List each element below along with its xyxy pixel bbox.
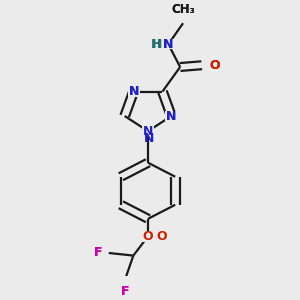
Text: F: F	[121, 285, 130, 298]
Text: F: F	[93, 247, 102, 260]
Text: O: O	[143, 230, 153, 243]
Text: F: F	[121, 284, 130, 298]
Text: N: N	[166, 110, 177, 122]
Bar	[166, 111, 177, 121]
Bar	[142, 231, 154, 242]
Text: H: H	[152, 38, 163, 51]
Text: H: H	[151, 38, 161, 51]
Bar	[128, 86, 140, 97]
Text: N: N	[128, 85, 139, 98]
Text: N: N	[144, 132, 154, 145]
Text: F: F	[93, 247, 102, 260]
Text: CH₃: CH₃	[171, 3, 195, 16]
Text: CH₃: CH₃	[171, 3, 195, 16]
Bar	[142, 126, 154, 136]
Text: N: N	[166, 110, 177, 122]
Text: N: N	[143, 125, 153, 138]
Text: N: N	[128, 85, 139, 98]
Text: O: O	[157, 230, 167, 243]
Text: N: N	[163, 38, 173, 51]
Text: N: N	[163, 38, 173, 51]
Bar	[163, 39, 174, 50]
Text: O: O	[210, 59, 220, 72]
Text: O: O	[210, 59, 220, 72]
